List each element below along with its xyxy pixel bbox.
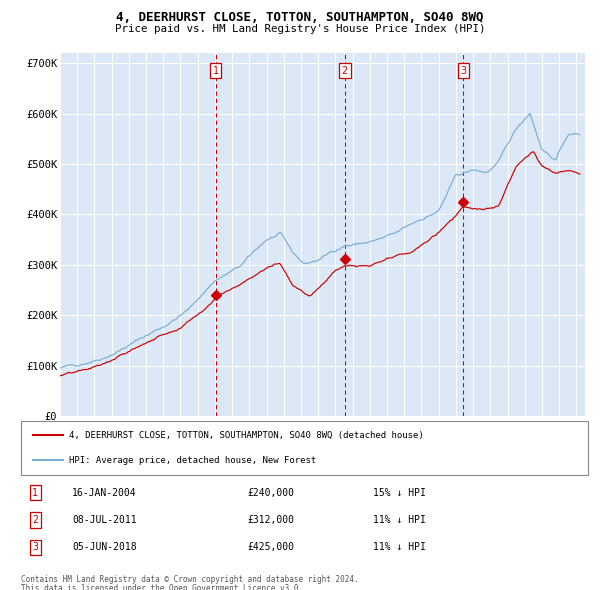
Text: 4, DEERHURST CLOSE, TOTTON, SOUTHAMPTON, SO40 8WQ (detached house): 4, DEERHURST CLOSE, TOTTON, SOUTHAMPTON,… <box>69 431 424 440</box>
Text: 2: 2 <box>32 515 38 525</box>
Text: 11% ↓ HPI: 11% ↓ HPI <box>373 542 425 552</box>
Text: Contains HM Land Registry data © Crown copyright and database right 2024.: Contains HM Land Registry data © Crown c… <box>21 575 359 584</box>
Text: 1: 1 <box>32 488 38 498</box>
Text: 08-JUL-2011: 08-JUL-2011 <box>72 515 137 525</box>
Text: 16-JAN-2004: 16-JAN-2004 <box>72 488 137 498</box>
Text: 1: 1 <box>212 65 218 76</box>
Text: HPI: Average price, detached house, New Forest: HPI: Average price, detached house, New … <box>69 456 316 465</box>
Text: 3: 3 <box>460 65 466 76</box>
Text: £425,000: £425,000 <box>248 542 295 552</box>
Text: 11% ↓ HPI: 11% ↓ HPI <box>373 515 425 525</box>
Text: 4, DEERHURST CLOSE, TOTTON, SOUTHAMPTON, SO40 8WQ: 4, DEERHURST CLOSE, TOTTON, SOUTHAMPTON,… <box>116 11 484 24</box>
Text: £240,000: £240,000 <box>248 488 295 498</box>
Text: 15% ↓ HPI: 15% ↓ HPI <box>373 488 425 498</box>
Text: £312,000: £312,000 <box>248 515 295 525</box>
Text: 05-JUN-2018: 05-JUN-2018 <box>72 542 137 552</box>
Text: 3: 3 <box>32 542 38 552</box>
Text: This data is licensed under the Open Government Licence v3.0.: This data is licensed under the Open Gov… <box>21 584 303 590</box>
FancyBboxPatch shape <box>21 421 588 475</box>
Text: 2: 2 <box>341 65 348 76</box>
Text: Price paid vs. HM Land Registry's House Price Index (HPI): Price paid vs. HM Land Registry's House … <box>115 24 485 34</box>
